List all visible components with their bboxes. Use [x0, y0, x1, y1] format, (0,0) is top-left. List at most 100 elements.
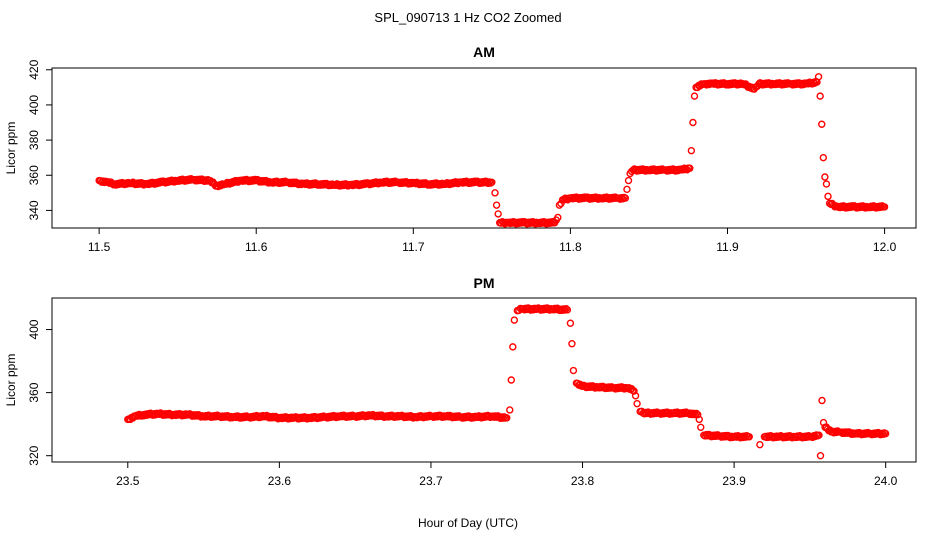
chart-pm-point — [448, 413, 457, 422]
chart-pm-point — [563, 306, 572, 314]
chart-pm-point — [756, 440, 764, 449]
chart-pm-point — [556, 306, 564, 315]
chart-am-point — [554, 213, 562, 222]
chart-pm-point — [558, 306, 567, 314]
chart-am-y-axis: 340 360 380 400 420 — [27, 59, 53, 220]
chart-pm-point — [562, 305, 570, 313]
chart-pm-point — [687, 409, 695, 417]
chart-pm-y-axis: 320 360 400 — [27, 319, 53, 466]
chart-pm-point — [561, 306, 569, 314]
figure-x-axis-label: Hour of Day (UTC) — [418, 516, 518, 530]
chart-am-x-tick-label: 12.0 — [873, 240, 897, 254]
chart-am-y-tick-label: 360 — [27, 165, 41, 185]
chart-pm-point — [569, 366, 578, 375]
chart-pm-point — [881, 429, 890, 438]
chart-am-point — [816, 92, 824, 100]
chart-pm-point — [452, 412, 460, 420]
chart-am-point — [821, 173, 829, 181]
chart-am-point — [623, 185, 631, 194]
chart-pm-point — [691, 410, 699, 419]
chart-am-point — [494, 210, 502, 218]
chart-pm-point — [717, 433, 726, 441]
chart-pm-point — [400, 413, 409, 422]
chart-pm-point — [503, 414, 511, 422]
chart-pm-y-tick-label: 360 — [27, 382, 41, 402]
chart-am-point — [822, 180, 831, 188]
chart-pm-points — [124, 304, 890, 460]
chart-pm-point — [631, 392, 640, 400]
chart-pm-point — [499, 414, 507, 422]
chart-pm-point — [559, 305, 568, 313]
chart-pm-point — [159, 411, 167, 419]
chart-pm-point — [688, 410, 697, 419]
chart-am-point — [488, 178, 496, 186]
chart-pm-point — [816, 451, 825, 460]
chart-pm-point — [707, 432, 716, 441]
chart-pm-x-tick-label: 23.5 — [116, 474, 140, 488]
chart-pm-point — [630, 387, 638, 395]
chart-am-point — [739, 80, 747, 88]
chart-pm-point — [684, 409, 693, 417]
chart-am-point — [819, 153, 828, 162]
chart-pm-y-tick-label: 320 — [27, 445, 41, 465]
chart-pm-point — [697, 423, 705, 432]
chart-pm-point — [633, 399, 641, 408]
chart-pm-point — [694, 410, 702, 419]
chart-am-point — [492, 201, 501, 209]
chart-am-x-tick-label: 11.6 — [245, 240, 268, 254]
chart-pm-point — [745, 433, 753, 441]
chart-am-y-axis-label: Licor ppm — [4, 122, 18, 175]
chart-am-point — [880, 203, 889, 211]
chart-pm-point — [692, 409, 701, 418]
chart-am-y-tick-label: 340 — [27, 200, 41, 220]
chart-am-point — [824, 192, 832, 201]
chart-pm-y-tick-label: 400 — [27, 319, 41, 339]
chart-am-x-tick-label: 11.7 — [402, 240, 425, 254]
chart-pm-x-tick-label: 23.8 — [571, 474, 595, 488]
chart-am-point — [617, 194, 626, 202]
chart-am-title: AM — [473, 44, 495, 60]
chart-pm-x-tick-label: 23.9 — [722, 474, 746, 488]
chart-am-y-tick-label: 380 — [27, 130, 41, 150]
chart-am-point — [814, 73, 823, 81]
chart-pm-point — [507, 376, 515, 384]
chart-am-point — [686, 164, 694, 172]
chart-pm-point — [601, 384, 609, 393]
chart-am-point — [818, 120, 826, 128]
chart-pm-point — [497, 413, 506, 421]
chart-am-point — [690, 92, 699, 100]
chart-pm-point — [509, 343, 517, 351]
chart-pm-point — [690, 409, 698, 418]
chart-pm-x-tick-label: 24.0 — [874, 474, 898, 488]
chart-am-point — [689, 118, 697, 127]
chart-pm-point — [695, 415, 703, 424]
chart-pm-y-axis-label: Licor ppm — [4, 354, 18, 407]
chart-pm-point — [566, 319, 575, 327]
chart-pm: PM Licor ppm 23.5 23.6 23.7 23.8 23.9 24.0 32… — [4, 275, 917, 488]
chart-pm-point — [506, 406, 514, 414]
chart-pm-point — [815, 431, 823, 439]
chart-pm-point — [510, 316, 519, 324]
chart-am-point — [96, 177, 105, 185]
chart-pm-point — [217, 413, 225, 422]
chart-pm-point — [568, 340, 576, 348]
chart-am-x-axis: 11.5 11.6 11.7 11.8 11.9 12.0 — [88, 227, 897, 254]
chart-am-y-tick-label: 420 — [27, 59, 41, 79]
chart-pm-point — [582, 383, 591, 392]
chart-pm-point — [605, 383, 613, 391]
chart-am: AM Licor ppm 11.5 11.6 11.7 11.8 11.9 12.0 34… — [4, 44, 917, 254]
chart-am-plot-frame — [51, 67, 917, 229]
chart-am-y-tick-label: 400 — [27, 95, 41, 115]
chart-pm-x-tick-label: 23.6 — [268, 474, 292, 488]
chart-am-x-tick-label: 11.8 — [559, 240, 582, 254]
chart-pm-point — [371, 413, 380, 421]
chart-am-x-tick-label: 11.5 — [88, 240, 111, 254]
figure-title: SPL_090713 1 Hz CO2 Zoomed — [374, 10, 561, 25]
chart-am-point — [624, 176, 633, 185]
chart-pm-point — [711, 431, 719, 439]
chart-am-point — [555, 201, 564, 209]
chart-pm-x-axis: 23.5 23.6 23.7 23.8 23.9 24.0 — [116, 461, 898, 488]
chart-pm-point — [818, 396, 826, 405]
chart-pm-x-tick-label: 23.7 — [419, 474, 443, 488]
chart-am-point — [621, 194, 630, 202]
